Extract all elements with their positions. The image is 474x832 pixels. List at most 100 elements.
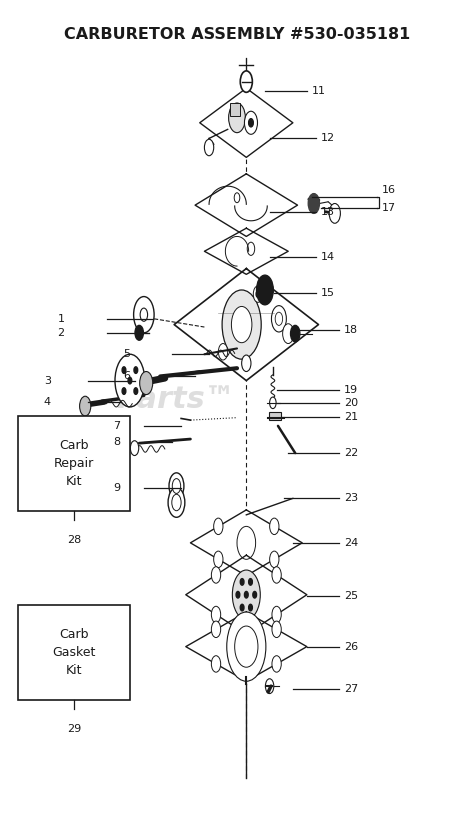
Text: 24: 24 (344, 537, 358, 547)
Text: CARBURETOR ASSEMBLY #530-035181: CARBURETOR ASSEMBLY #530-035181 (64, 27, 410, 42)
Circle shape (291, 325, 300, 342)
Polygon shape (191, 510, 302, 576)
Circle shape (308, 194, 319, 213)
Text: 27: 27 (344, 685, 358, 695)
Text: 28: 28 (67, 535, 81, 545)
Circle shape (214, 518, 223, 535)
Circle shape (265, 679, 274, 694)
Text: 17: 17 (382, 204, 395, 214)
Circle shape (235, 626, 258, 667)
Text: 4: 4 (44, 397, 51, 407)
Circle shape (237, 527, 255, 559)
Text: 23: 23 (344, 493, 358, 503)
Circle shape (80, 396, 91, 416)
Polygon shape (174, 269, 319, 380)
Text: Carb
Gasket
Kit: Carb Gasket Kit (52, 628, 96, 677)
Circle shape (249, 119, 253, 127)
Text: 19: 19 (344, 384, 358, 394)
Text: 6: 6 (123, 371, 130, 381)
Polygon shape (186, 555, 307, 634)
Circle shape (256, 291, 260, 297)
Circle shape (272, 607, 281, 623)
Circle shape (204, 139, 214, 156)
Text: 1: 1 (58, 314, 65, 324)
Circle shape (211, 656, 221, 672)
Circle shape (211, 621, 221, 637)
Text: 26: 26 (344, 641, 358, 651)
Text: 8: 8 (113, 437, 120, 447)
Circle shape (236, 592, 240, 598)
Circle shape (272, 567, 281, 583)
Circle shape (140, 372, 153, 394)
Circle shape (135, 325, 144, 340)
Circle shape (272, 656, 281, 672)
Circle shape (130, 441, 139, 456)
Circle shape (240, 71, 252, 92)
Text: Parts™: Parts™ (117, 385, 236, 414)
Circle shape (270, 551, 279, 567)
Circle shape (249, 578, 252, 585)
Circle shape (211, 567, 221, 583)
Text: 5: 5 (123, 349, 130, 359)
Circle shape (128, 377, 132, 384)
FancyBboxPatch shape (229, 103, 240, 116)
Bar (18, 606, 130, 701)
Polygon shape (186, 612, 307, 681)
Circle shape (256, 275, 273, 305)
Text: 25: 25 (344, 591, 358, 601)
Circle shape (168, 488, 185, 518)
Circle shape (329, 204, 340, 223)
Circle shape (140, 308, 147, 321)
Text: 20: 20 (344, 398, 358, 408)
Circle shape (219, 344, 228, 360)
Circle shape (122, 388, 126, 394)
Text: 21: 21 (344, 412, 358, 422)
Text: 15: 15 (321, 288, 335, 299)
Circle shape (214, 551, 223, 567)
Circle shape (270, 518, 279, 535)
Circle shape (240, 578, 244, 585)
FancyBboxPatch shape (269, 412, 281, 420)
Circle shape (253, 592, 256, 598)
Text: 18: 18 (344, 325, 358, 335)
Circle shape (249, 604, 252, 611)
Text: 13: 13 (321, 206, 335, 216)
Circle shape (232, 570, 260, 620)
Text: 7: 7 (113, 421, 120, 431)
Circle shape (231, 306, 252, 343)
Text: 11: 11 (311, 86, 326, 96)
Text: 2: 2 (57, 328, 65, 338)
Text: Carb
Repair
Kit: Carb Repair Kit (54, 438, 94, 488)
Circle shape (245, 592, 248, 598)
Text: 3: 3 (44, 375, 51, 385)
Circle shape (211, 607, 221, 623)
Circle shape (134, 296, 154, 333)
Circle shape (122, 367, 126, 374)
Polygon shape (204, 228, 288, 275)
Circle shape (283, 324, 294, 344)
Polygon shape (195, 174, 298, 236)
Circle shape (234, 193, 240, 203)
Circle shape (172, 494, 181, 511)
Circle shape (134, 367, 137, 374)
Bar (18, 416, 130, 511)
Text: 14: 14 (321, 252, 335, 262)
Text: 9: 9 (113, 483, 120, 493)
Circle shape (240, 604, 244, 611)
Text: 29: 29 (67, 724, 81, 734)
Circle shape (115, 354, 145, 407)
Circle shape (227, 612, 266, 681)
Circle shape (169, 473, 184, 499)
Text: 12: 12 (321, 133, 335, 143)
Circle shape (272, 621, 281, 637)
Circle shape (253, 286, 263, 302)
Circle shape (222, 290, 261, 359)
Text: 22: 22 (344, 448, 358, 458)
Circle shape (272, 305, 286, 332)
Circle shape (228, 103, 246, 132)
Circle shape (172, 478, 181, 493)
Text: 16: 16 (382, 186, 395, 196)
Circle shape (242, 355, 251, 372)
Circle shape (134, 388, 137, 394)
Circle shape (275, 312, 283, 325)
